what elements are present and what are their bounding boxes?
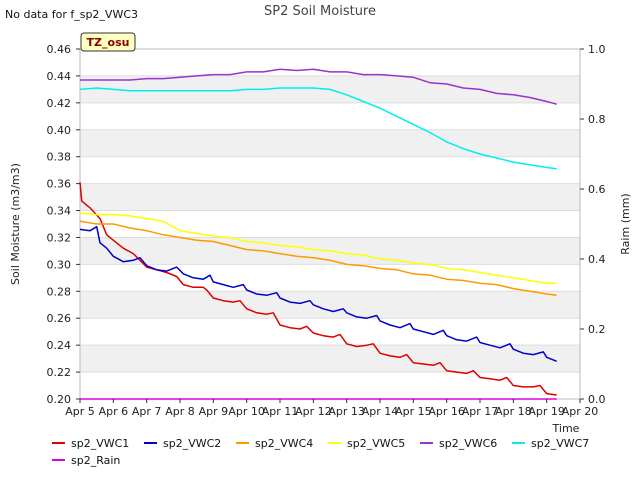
- tz-badge-label: TZ_osu: [87, 36, 130, 49]
- y-tick-label: 0.40: [47, 124, 72, 137]
- grid-band: [80, 102, 580, 130]
- x-tick-label: Apr 12: [295, 405, 332, 418]
- y-tick-label: 0.34: [47, 205, 72, 218]
- x-tick-label: Apr 5: [65, 405, 95, 418]
- series-line-sp2-vwc4: [79, 220, 557, 297]
- y-tick-label: 0.26: [47, 312, 72, 325]
- legend-label: sp2_VWC2: [163, 437, 221, 450]
- y2-tick-label: 0.2: [588, 323, 606, 336]
- x-tick-label: Apr 11: [262, 405, 299, 418]
- tz-badge-box: [80, 32, 136, 52]
- x-tick-label: Apr 7: [132, 405, 162, 418]
- x-tick-label: Apr 14: [362, 405, 399, 418]
- x-tick-label: Apr 16: [428, 405, 465, 418]
- x-tick-label: Apr 10: [228, 405, 265, 418]
- legend-label: sp2_VWC4: [255, 437, 313, 450]
- x-axis-title: Time: [552, 422, 580, 435]
- legend-label: sp2_VWC1: [71, 437, 129, 450]
- y-tick-label: 0.20: [47, 393, 72, 406]
- legend: sp2_VWC1 sp2_VWC2 sp2_VWC4 sp2_VWC5 sp2_VWC6…: [52, 437, 589, 467]
- y2-tick-label: 0.8: [588, 113, 606, 126]
- y-tick-label: 0.30: [47, 258, 72, 271]
- x-tick-label: Apr 8: [165, 405, 195, 418]
- series-line-sp2-vwc6: [80, 68, 557, 105]
- y2-tick-label: 0.0: [588, 393, 606, 406]
- y-tick-label: 0.24: [47, 339, 72, 352]
- y-tick-label: 0.46: [47, 43, 72, 56]
- y-tick-label: 0.32: [47, 231, 72, 244]
- y2-tick-label: 1.0: [588, 43, 606, 56]
- grid-band: [80, 129, 580, 157]
- x-tick-label: Apr 20: [562, 405, 599, 418]
- x-tick-label: Apr 15: [395, 405, 432, 418]
- y-axis-left: 0.20 0.22 0.24 0.26 0.28 0.30 0.32 0.34 0.36 0.38…: [47, 43, 80, 406]
- x-tick-label: Apr 17: [462, 405, 499, 418]
- y2-tick-label: 0.6: [588, 183, 606, 196]
- series-line-sp2-vwc2: [79, 225, 557, 362]
- grid-band: [80, 372, 580, 399]
- chart-title: SP2 Soil Moisture: [264, 4, 376, 19]
- x-tick-label: Apr 13: [328, 405, 365, 418]
- y-axis-right: 0.0 0.2 0.4 0.6 0.8 1.0: [580, 43, 606, 406]
- grid-band: [80, 264, 580, 292]
- legend-label: sp2_Rain: [71, 454, 120, 467]
- y2-axis-title: Raim (mm): [619, 193, 632, 254]
- legend-label: sp2_VWC5: [347, 437, 405, 450]
- grid-band: [80, 156, 580, 184]
- x-tick-label: Apr 18: [495, 405, 532, 418]
- y-tick-label: 0.44: [47, 70, 72, 83]
- y2-tick-label: 0.4: [588, 253, 606, 266]
- y-tick-label: 0.28: [47, 285, 72, 298]
- series-line-sp2-vwc5: [79, 212, 557, 284]
- grid-band: [80, 318, 580, 346]
- y-tick-label: 0.22: [47, 366, 72, 379]
- series-line-sp2-vwc7: [79, 87, 557, 170]
- x-tick-label: Apr 19: [528, 405, 565, 418]
- grid-band: [80, 345, 580, 373]
- legend-label: sp2_VWC7: [531, 437, 589, 450]
- x-tick-label: Apr 9: [199, 405, 229, 418]
- legend-label: sp2_VWC6: [439, 437, 497, 450]
- series-lines: [79, 68, 557, 400]
- y-tick-label: 0.38: [47, 151, 72, 164]
- grid-band: [80, 291, 580, 319]
- grid-band: [80, 210, 580, 238]
- x-tick-label: Apr 6: [99, 405, 129, 418]
- tz-badge: TZ_osu: [80, 32, 136, 52]
- grid-band: [80, 183, 580, 211]
- y-tick-label: 0.42: [47, 97, 72, 110]
- y-tick-label: 0.36: [47, 178, 72, 191]
- y-axis-title: Soil Moisture (m3/m3): [9, 163, 22, 285]
- no-data-note: No data for f_sp2_VWC3: [5, 8, 138, 21]
